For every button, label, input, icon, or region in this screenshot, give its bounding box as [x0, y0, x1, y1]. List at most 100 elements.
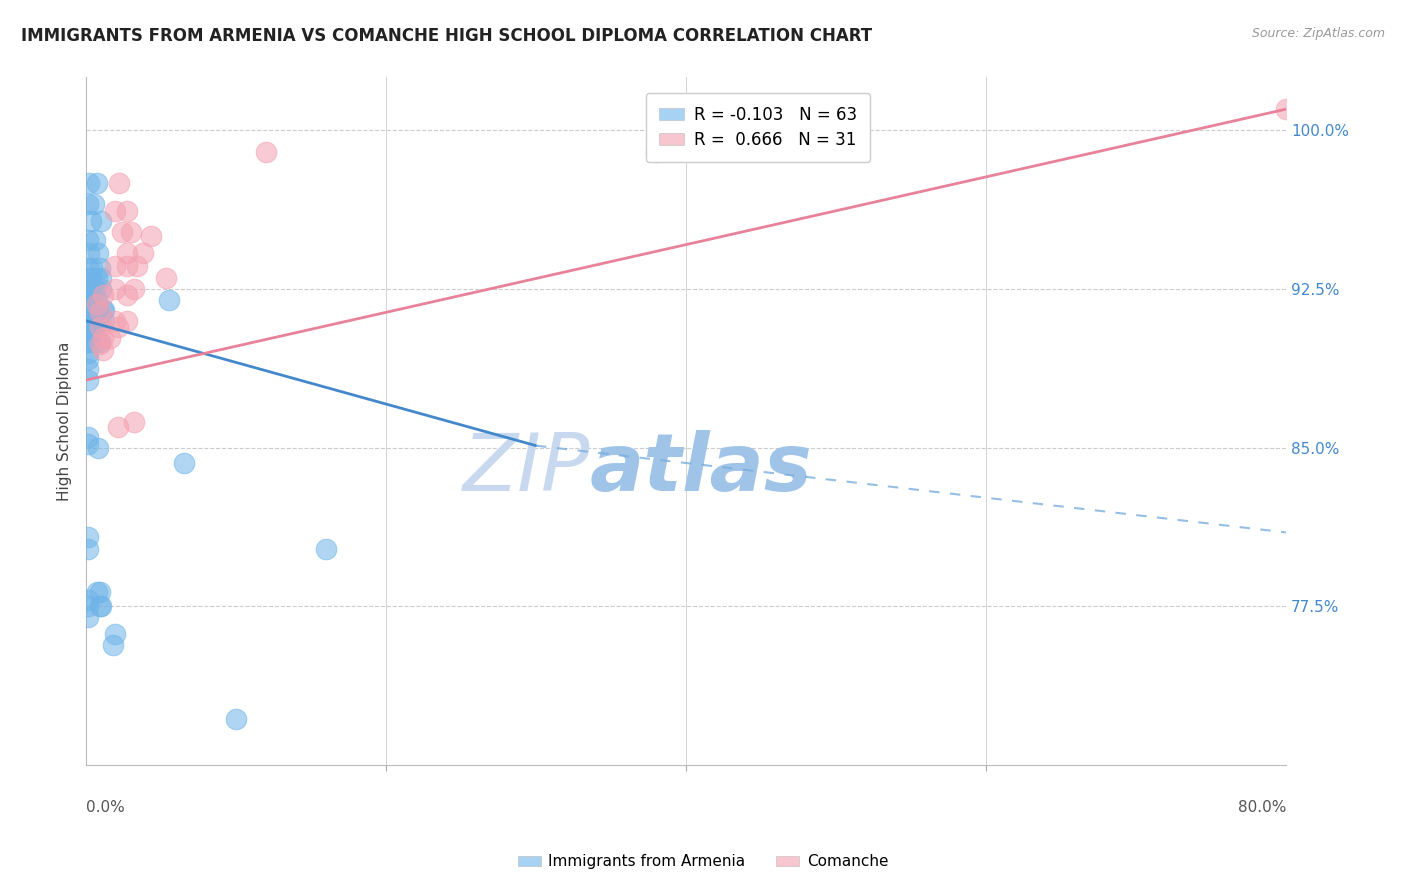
Point — [120, 225, 142, 239]
Point — [111, 225, 134, 239]
Legend: Immigrants from Armenia, Comanche: Immigrants from Armenia, Comanche — [512, 848, 894, 875]
Point — [173, 456, 195, 470]
Point — [115, 259, 138, 273]
Point — [76, 530, 98, 544]
Point — [76, 610, 98, 624]
Point — [77, 436, 100, 450]
Point — [76, 260, 98, 275]
Point — [87, 314, 110, 328]
Point — [80, 303, 103, 318]
Point — [90, 271, 112, 285]
Point — [89, 305, 111, 319]
Point — [315, 542, 337, 557]
Point — [76, 303, 98, 318]
Legend: R = -0.103   N = 63, R =  0.666   N = 31: R = -0.103 N = 63, R = 0.666 N = 31 — [645, 93, 870, 162]
Point — [225, 712, 247, 726]
Point — [155, 271, 177, 285]
Point — [83, 314, 105, 328]
Point — [139, 229, 162, 244]
Point — [103, 627, 125, 641]
Point — [91, 343, 114, 358]
Point — [80, 260, 103, 275]
Point — [77, 176, 100, 190]
Point — [115, 203, 138, 218]
Point — [76, 373, 98, 387]
Point — [103, 203, 125, 218]
Point — [93, 303, 115, 318]
Text: atlas: atlas — [591, 431, 813, 508]
Point — [89, 320, 111, 334]
Point — [108, 176, 131, 190]
Point — [115, 246, 138, 260]
Point — [76, 314, 98, 328]
Point — [103, 259, 125, 273]
Point — [77, 351, 100, 366]
Y-axis label: High School Diploma: High School Diploma — [58, 342, 72, 501]
Point — [76, 599, 98, 614]
Point — [91, 331, 114, 345]
Point — [101, 638, 124, 652]
Point — [77, 325, 100, 339]
Point — [86, 271, 108, 285]
Point — [86, 176, 108, 190]
Point — [98, 331, 121, 345]
Point — [76, 362, 98, 376]
Text: 80.0%: 80.0% — [1237, 799, 1286, 814]
Text: 0.0%: 0.0% — [86, 799, 125, 814]
Point — [76, 325, 98, 339]
Point — [86, 584, 108, 599]
Point — [122, 416, 145, 430]
Point — [86, 293, 108, 307]
Point — [77, 314, 100, 328]
Point — [89, 337, 111, 351]
Point — [79, 293, 101, 307]
Point — [103, 314, 125, 328]
Point — [122, 282, 145, 296]
Point — [76, 345, 98, 359]
Text: IMMIGRANTS FROM ARMENIA VS COMANCHE HIGH SCHOOL DIPLOMA CORRELATION CHART: IMMIGRANTS FROM ARMENIA VS COMANCHE HIGH… — [21, 27, 872, 45]
Text: Source: ZipAtlas.com: Source: ZipAtlas.com — [1251, 27, 1385, 40]
Point — [76, 542, 98, 557]
Point — [87, 441, 110, 455]
Point — [91, 303, 114, 318]
Point — [107, 419, 129, 434]
Point — [77, 334, 100, 349]
Point — [76, 233, 98, 247]
Point — [91, 288, 114, 302]
Point — [83, 197, 105, 211]
Point — [103, 282, 125, 296]
Point — [93, 314, 115, 328]
Text: ZIP: ZIP — [463, 431, 591, 508]
Point — [86, 297, 108, 311]
Point — [76, 430, 98, 444]
Point — [90, 214, 112, 228]
Point — [89, 584, 111, 599]
Point — [89, 260, 111, 275]
Point — [76, 593, 98, 607]
Point — [76, 197, 98, 211]
Point — [84, 334, 107, 349]
Point — [87, 303, 110, 318]
Point — [645, 145, 668, 159]
Point — [80, 325, 103, 339]
Point — [89, 599, 111, 614]
Point — [77, 246, 100, 260]
Point — [132, 246, 155, 260]
Point — [79, 271, 101, 285]
Point — [90, 599, 112, 614]
Point — [89, 334, 111, 349]
Point — [115, 288, 138, 302]
Point — [87, 246, 110, 260]
Point — [76, 282, 98, 296]
Point — [76, 271, 98, 285]
Point — [107, 320, 129, 334]
Point — [115, 314, 138, 328]
Point — [90, 282, 112, 296]
Point — [254, 145, 277, 159]
Point — [79, 282, 101, 296]
Point — [84, 282, 107, 296]
Point — [84, 233, 107, 247]
Point — [125, 259, 148, 273]
Point — [76, 293, 98, 307]
Point — [1275, 102, 1298, 116]
